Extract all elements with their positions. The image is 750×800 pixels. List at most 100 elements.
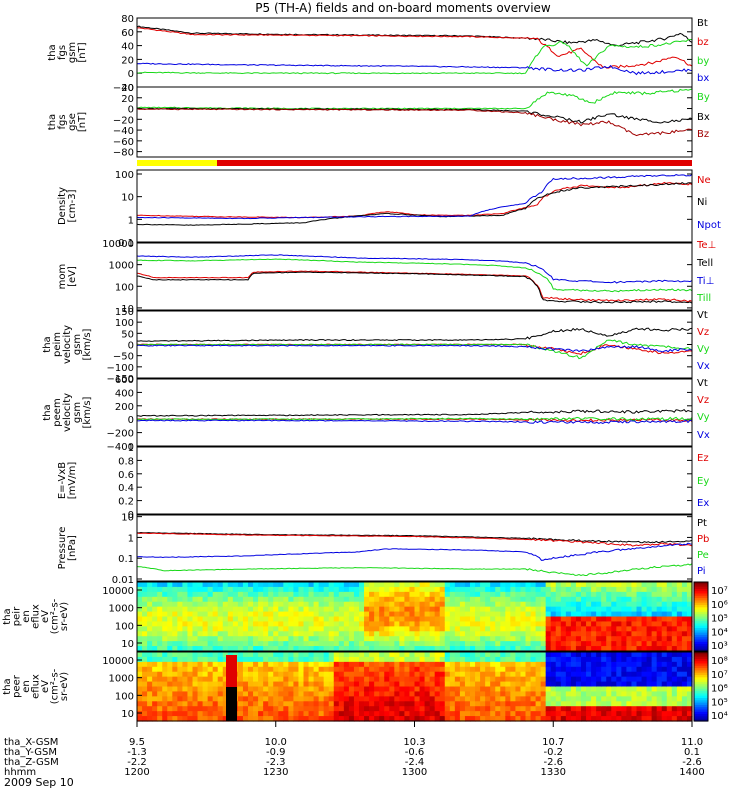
spectrogram-cell bbox=[364, 626, 370, 632]
y-axis-label: [mV/m] bbox=[67, 462, 78, 500]
y-tick-label: 20 bbox=[121, 94, 134, 105]
spectrogram-cell bbox=[480, 631, 486, 637]
spectrogram-cell bbox=[379, 711, 385, 717]
colorbar-label: 10⁶ bbox=[711, 600, 728, 611]
spectrogram-cell bbox=[459, 652, 466, 658]
y-axis-label: tha bbox=[2, 678, 13, 694]
spectrogram-cell bbox=[656, 681, 663, 688]
spectrogram-cell bbox=[606, 631, 612, 637]
spectrogram-cell bbox=[490, 691, 496, 697]
y-axis-label: [eV] bbox=[67, 266, 78, 287]
spectrogram-cell bbox=[202, 601, 209, 608]
spectrogram-cell bbox=[439, 582, 446, 588]
spectrogram-cell bbox=[530, 601, 537, 608]
spectrogram-cell bbox=[525, 661, 532, 668]
spectrogram-cell bbox=[207, 706, 214, 712]
spectrogram-cell bbox=[490, 646, 496, 652]
spectrogram-cell bbox=[439, 621, 446, 627]
spectrogram-cell bbox=[661, 601, 668, 608]
panel-frame bbox=[136, 310, 693, 379]
spectrogram-cell bbox=[343, 711, 350, 717]
spectrogram-cell bbox=[167, 676, 173, 683]
spectrogram-cell bbox=[273, 676, 279, 683]
spectrogram-cell bbox=[248, 646, 254, 652]
spectrogram-cell bbox=[686, 676, 693, 683]
spectrogram-cell bbox=[333, 711, 340, 717]
spectrogram-cell bbox=[671, 611, 678, 618]
spectrogram-cell bbox=[399, 596, 406, 603]
spectrogram-cell bbox=[500, 681, 506, 688]
spectrogram-cell bbox=[157, 691, 163, 697]
spectrogram-cell bbox=[550, 661, 557, 668]
spectrogram-cell bbox=[308, 701, 315, 707]
spectrogram-cell bbox=[616, 606, 622, 613]
spectrogram-cell bbox=[263, 691, 269, 697]
spectrogram-cell bbox=[323, 652, 330, 658]
spectrogram-cell bbox=[343, 582, 350, 588]
spectrogram-cell bbox=[207, 586, 214, 593]
spectrogram-cell bbox=[606, 626, 612, 632]
spectrogram-cell bbox=[409, 666, 416, 673]
spectrogram-cell bbox=[565, 711, 572, 717]
spectrogram-cell bbox=[389, 711, 395, 717]
spectrogram-cell bbox=[575, 671, 582, 678]
legend-vx: Vx bbox=[697, 430, 710, 441]
spectrogram-cell bbox=[389, 641, 395, 647]
spectrogram-cell bbox=[464, 701, 471, 707]
spectrogram-cell bbox=[142, 701, 148, 707]
spectrogram-cell bbox=[323, 676, 330, 683]
spectrogram-cell bbox=[676, 641, 683, 647]
spectrogram-cell bbox=[338, 631, 345, 637]
spectrogram-cell bbox=[298, 671, 305, 678]
spectrogram-cell bbox=[308, 681, 315, 688]
spectrogram-cell bbox=[177, 636, 184, 642]
spectrogram-cell bbox=[187, 621, 194, 627]
spectrogram-cell bbox=[646, 686, 653, 693]
spectrogram-cell bbox=[394, 661, 400, 668]
spectrogram-cell bbox=[601, 706, 607, 712]
spectrogram-cell bbox=[248, 681, 254, 688]
spectrogram-cell bbox=[429, 701, 436, 707]
y-tick-label: 10 bbox=[121, 709, 134, 720]
spectrogram-cell bbox=[313, 706, 320, 712]
spectrogram-cell bbox=[530, 671, 537, 678]
spectrogram-cell bbox=[444, 681, 451, 688]
spectrogram-cell bbox=[449, 681, 456, 688]
spectrogram-cell bbox=[475, 686, 481, 693]
spectrogram-cell bbox=[429, 601, 436, 608]
spectrogram-cell bbox=[283, 671, 289, 678]
spectrogram-cell bbox=[162, 596, 168, 603]
spectrogram-cell bbox=[424, 641, 431, 647]
spectrogram-cell bbox=[313, 626, 320, 632]
colorbar-segment bbox=[694, 605, 708, 608]
spectrogram-cell bbox=[565, 706, 572, 712]
spectrogram-cell bbox=[500, 661, 506, 668]
colorbar-segment bbox=[694, 663, 708, 667]
spectrogram-cell bbox=[661, 706, 668, 712]
spectrogram-cell bbox=[485, 711, 491, 717]
spectrogram-cell bbox=[611, 611, 617, 618]
spectrogram-cell bbox=[328, 671, 335, 678]
spectrogram-cell bbox=[394, 711, 400, 717]
spectrogram-cell bbox=[308, 646, 315, 652]
colorbar-segment bbox=[694, 675, 708, 678]
spectrogram-cell bbox=[510, 676, 517, 683]
spectrogram-cell bbox=[686, 582, 693, 588]
spectrogram-cell bbox=[621, 586, 628, 593]
spectrogram-cell bbox=[293, 636, 300, 642]
y-axis-label: en bbox=[21, 610, 32, 623]
spectrogram-cell bbox=[399, 586, 406, 593]
series-tell-line bbox=[137, 271, 693, 304]
y-tick-label: 50 bbox=[121, 329, 134, 340]
spectrogram-cell bbox=[611, 686, 617, 693]
spectrogram-cell bbox=[162, 591, 168, 598]
spectrogram-cell bbox=[293, 621, 300, 627]
spectrogram-cell bbox=[404, 641, 411, 647]
spectrogram-cell bbox=[490, 716, 496, 722]
spectrogram-cell bbox=[384, 591, 390, 598]
spectrogram-cell bbox=[303, 716, 310, 722]
spectrogram-cell bbox=[389, 716, 395, 722]
spectrogram-cell bbox=[253, 661, 259, 668]
spectrogram-cell bbox=[409, 626, 416, 632]
